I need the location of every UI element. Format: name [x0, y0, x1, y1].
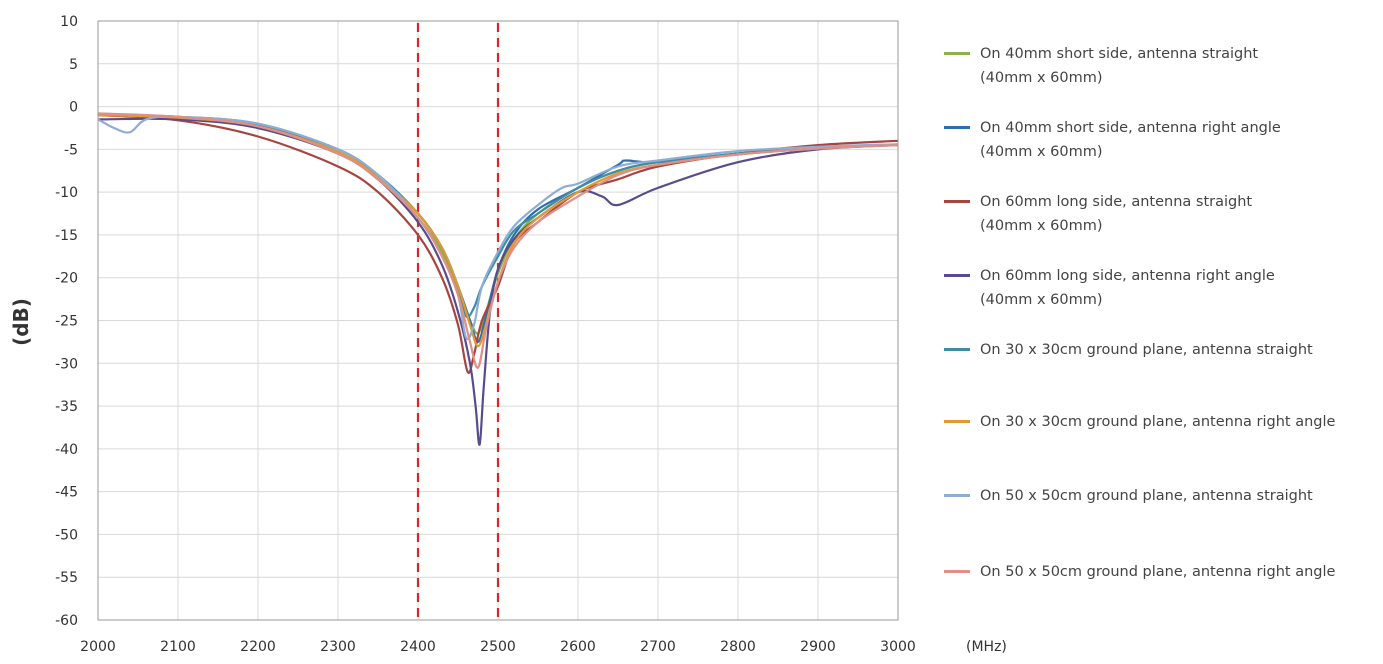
- x-tick-label: 2900: [800, 639, 836, 655]
- legend-swatch: [944, 570, 970, 573]
- grid-lines: [97, 20, 899, 621]
- y-tick-label: -40: [55, 442, 78, 458]
- reference-lines: [416, 23, 500, 620]
- y-tick-label: -10: [55, 185, 78, 201]
- legend-label-line1: On 30 x 30cm ground plane, antenna right…: [980, 414, 1336, 430]
- legend-label-line1: On 40mm short side, antenna right angle: [980, 120, 1281, 136]
- legend-swatch: [944, 52, 970, 55]
- legend-label: On 30 x 30cm ground plane, antenna right…: [980, 410, 1335, 434]
- series-line-3: [97, 114, 899, 374]
- legend-label-line1: On 50 x 50cm ground plane, antenna strai…: [980, 488, 1313, 504]
- y-tick-label: -50: [55, 527, 78, 543]
- legend-label: On 40mm short side, antenna straight (40m…: [980, 42, 1258, 90]
- legend-item: On 40mm short side, antenna right angle (…: [944, 116, 1379, 164]
- legend-label-line1: On 60mm long side, antenna straight: [980, 194, 1253, 210]
- y-axis-label: (dB): [9, 298, 33, 346]
- legend-label-line2: (40mm x 60mm): [980, 144, 1103, 160]
- x-tick-label: 2100: [160, 639, 196, 655]
- y-tick-label: -30: [55, 356, 78, 372]
- y-tick-label: -60: [55, 613, 78, 629]
- legend-label: On 60mm long side, antenna right angle (4…: [980, 264, 1275, 312]
- x-tick-label: 3000: [880, 639, 916, 655]
- y-tick-label: -55: [55, 570, 78, 586]
- x-axis-label: (MHz): [966, 639, 1007, 655]
- plot-border: [97, 20, 899, 621]
- series-lines: [97, 112, 899, 446]
- legend-item: On 50 x 50cm ground plane, antenna right…: [944, 560, 1379, 584]
- legend-label-line2: (40mm x 60mm): [980, 70, 1103, 86]
- legend-item: On 60mm long side, antenna straight (40mm…: [944, 190, 1379, 238]
- y-tick-label: 0: [69, 100, 78, 116]
- legend-item: On 40mm short side, antenna straight (40m…: [944, 42, 1379, 90]
- x-tick-labels: 2000 2100 2200 2300 2400 2500 2600 2700 2800 2900…: [80, 639, 916, 655]
- legend-item: On 30 x 30cm ground plane, antenna right…: [944, 410, 1379, 434]
- y-tick-label: -20: [55, 271, 78, 287]
- legend-label: On 50 x 50cm ground plane, antenna right…: [980, 560, 1335, 584]
- x-tick-label: 2600: [560, 639, 596, 655]
- legend-label-line1: On 30 x 30cm ground plane, antenna strai…: [980, 342, 1313, 358]
- legend-swatch: [944, 274, 970, 277]
- legend-label: On 30 x 30cm ground plane, antenna strai…: [980, 338, 1313, 362]
- y-tick-label: -45: [55, 485, 78, 501]
- legend-item: On 60mm long side, antenna right angle (4…: [944, 264, 1379, 312]
- legend-swatch: [944, 200, 970, 203]
- series-line-8: [97, 112, 899, 369]
- x-tick-label: 2000: [80, 639, 116, 655]
- legend-label-line1: On 50 x 50cm ground plane, antenna right…: [980, 564, 1336, 580]
- x-tick-label: 2200: [240, 639, 276, 655]
- legend-swatch: [944, 126, 970, 129]
- legend-label-line2: (40mm x 60mm): [980, 292, 1103, 308]
- legend-label: On 40mm short side, antenna right angle (…: [980, 116, 1281, 164]
- x-tick-label: 2800: [720, 639, 756, 655]
- legend-swatch: [944, 494, 970, 497]
- legend-label-line1: On 40mm short side, antenna straight: [980, 46, 1259, 62]
- y-tick-label: -15: [55, 228, 78, 244]
- legend-swatch: [944, 420, 970, 423]
- y-tick-label: 5: [69, 57, 78, 73]
- legend-swatch: [944, 348, 970, 351]
- y-tick-label: -25: [55, 314, 78, 330]
- y-tick-labels: 10 5 0 -5 -10 -15 -20 -25 -30 -35 -40 -45 -50 -55 -60: [55, 14, 78, 629]
- legend-label-line1: On 60mm long side, antenna right angle: [980, 268, 1275, 284]
- x-tick-label: 2400: [400, 639, 436, 655]
- y-tick-label: 10: [60, 14, 78, 30]
- legend-label-line2: (40mm x 60mm): [980, 218, 1103, 234]
- legend-label: On 50 x 50cm ground plane, antenna strai…: [980, 484, 1313, 508]
- x-tick-label: 2500: [480, 639, 516, 655]
- x-tick-label: 2300: [320, 639, 356, 655]
- y-tick-label: -35: [55, 399, 78, 415]
- x-tick-label: 2700: [640, 639, 676, 655]
- legend-item: On 30 x 30cm ground plane, antenna strai…: [944, 338, 1379, 362]
- legend-label: On 60mm long side, antenna straight (40mm…: [980, 190, 1252, 238]
- y-tick-label: -5: [64, 142, 78, 158]
- legend-item: On 50 x 50cm ground plane, antenna strai…: [944, 484, 1379, 508]
